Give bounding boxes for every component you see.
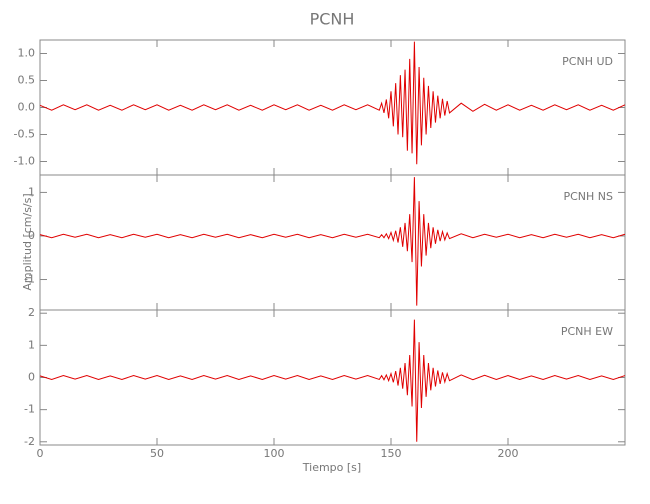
y-tick-label: -1	[24, 403, 35, 416]
y-tick-label: 1	[28, 185, 35, 198]
y-tick-label: -1	[24, 273, 35, 286]
trace-label: PCNH EW	[561, 325, 613, 338]
y-tick-label: -2	[24, 435, 35, 448]
x-tick-label: 200	[498, 447, 519, 460]
y-tick-label: 0.0	[18, 101, 36, 114]
y-tick-label: 1.0	[18, 47, 36, 60]
waveform	[39, 319, 626, 442]
x-tick-label: 50	[150, 447, 164, 460]
y-tick-label: 0	[28, 229, 35, 242]
y-tick-label: 2	[28, 306, 35, 319]
trace-label: PCNH UD	[562, 55, 613, 68]
waveform	[39, 177, 626, 306]
panel-frame	[39, 174, 626, 311]
waveform	[39, 41, 626, 165]
x-tick-label: 100	[264, 447, 285, 460]
y-tick-label: 0.5	[18, 74, 36, 87]
y-tick-label: 0	[28, 371, 35, 384]
x-axis-label: Tiempo [s]	[302, 461, 361, 474]
y-tick-label: 1	[28, 338, 35, 351]
trace-label: PCNH NS	[563, 190, 613, 203]
y-tick-label: -1.0	[14, 155, 35, 168]
y-axis-label: Amplitud [cm/s/s]	[21, 193, 34, 290]
y-tick-label: -0.5	[14, 128, 35, 141]
x-tick-label: 150	[381, 447, 402, 460]
chart-title: PCNH	[310, 10, 355, 29]
x-tick-label: 0	[37, 447, 44, 460]
